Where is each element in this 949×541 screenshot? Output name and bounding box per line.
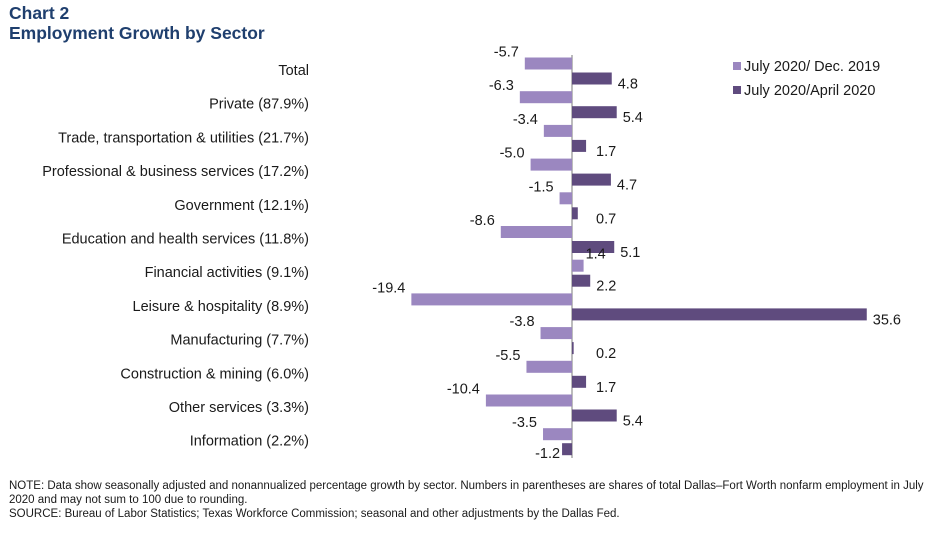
data-label-education-and-health-services-11-8-series-1: -8.6 [470,213,495,229]
category-label-government-12-1: Government (12.1%) [174,198,309,214]
data-label-construction-mining-6-0-series-2: 1.7 [596,380,616,396]
category-label-other-services-3-3: Other services (3.3%) [169,400,309,416]
legend-label-series-2: July 2020/April 2020 [744,83,875,99]
category-label-information-2-2: Information (2.2%) [190,434,309,450]
category-label-leisure-hospitality-8-9: Leisure & hospitality (8.9%) [133,299,310,315]
legend-swatch-series-2 [733,86,741,94]
bar-financial-activities-9-1-series-1 [572,259,584,272]
category-label-construction-mining-6-0: Construction & mining (6.0%) [120,366,309,382]
data-label-financial-activities-9-1-series-2: 2.2 [596,279,616,295]
chart-note: NOTE: Data show seasonally adjusted and … [9,480,924,506]
category-label-private-87-9: Private (87.9%) [209,97,309,113]
category-label-total: Total [278,63,309,79]
data-label-manufacturing-7-7-series-2: 0.2 [596,346,616,362]
bar-private-87-9-series-2 [572,106,617,119]
data-label-construction-mining-6-0-series-1: -5.5 [495,348,520,364]
bar-total-series-1 [524,57,572,70]
category-label-trade-transportation-utilities-21-7: Trade, transportation & utilities (21.7%… [58,130,309,146]
bar-other-services-3-3-series-2 [572,409,617,422]
bar-other-services-3-3-series-1 [485,394,572,407]
bar-private-87-9-series-1 [519,91,572,104]
data-label-financial-activities-9-1-series-1: 1.4 [586,247,606,263]
bar-information-2-2-series-1 [543,428,572,441]
category-label-manufacturing-7-7: Manufacturing (7.7%) [170,333,309,349]
legend-swatch-series-1 [733,62,741,70]
bar-education-and-health-services-11-8-series-2 [572,241,615,253]
legend-label-series-1: July 2020/ Dec. 2019 [744,59,880,75]
bar-trade-transportation-utilities-21-7-series-2 [572,139,587,152]
category-label-professional-business-services-17-2: Professional & business services (17.2%) [42,164,309,180]
bar-leisure-hospitality-8-9-series-2 [572,308,867,321]
data-label-trade-transportation-utilities-21-7-series-1: -3.4 [513,112,538,128]
bar-leisure-hospitality-8-9-series-1 [411,293,572,306]
data-label-private-87-9-series-2: 5.4 [623,110,643,126]
bar-government-12-1-series-1 [559,192,572,205]
data-label-total-series-1: -5.7 [494,45,519,61]
data-label-professional-business-services-17-2-series-1: -5.0 [500,146,525,162]
bar-professional-business-services-17-2-series-2 [572,173,611,186]
data-label-total-series-2: 4.8 [618,77,638,93]
bar-construction-mining-6-0-series-2 [572,375,587,388]
data-label-manufacturing-7-7-series-1: -3.8 [510,314,535,330]
chart-heading: Employment Growth by Sector [9,23,265,43]
bar-information-2-2-series-2 [562,443,572,456]
bar-financial-activities-9-1-series-2 [572,274,591,287]
bar-government-12-1-series-2 [572,207,578,220]
bar-manufacturing-7-7-series-2 [572,342,574,355]
data-label-private-87-9-series-1: -6.3 [489,78,514,94]
category-label-education-and-health-services-11-8: Education and health services (11.8%) [62,232,309,248]
bar-total-series-2 [572,72,612,85]
data-label-information-2-2-series-1: -3.5 [512,415,537,431]
bar-construction-mining-6-0-series-1 [526,360,572,373]
chart-number: Chart 2 [9,3,70,23]
data-label-government-12-1-series-2: 0.7 [596,211,616,227]
data-label-leisure-hospitality-8-9-series-1: -19.4 [372,280,405,296]
data-label-leisure-hospitality-8-9-series-2: 35.6 [873,312,901,328]
chart-source: SOURCE: Bureau of Labor Statistics; Texa… [9,508,620,520]
data-label-trade-transportation-utilities-21-7-series-2: 1.7 [596,144,616,160]
data-label-professional-business-services-17-2-series-2: 4.7 [617,178,637,194]
bar-professional-business-services-17-2-series-1 [530,158,572,171]
data-label-other-services-3-3-series-2: 5.4 [623,414,643,430]
bar-trade-transportation-utilities-21-7-series-1 [543,124,572,137]
bar-manufacturing-7-7-series-1 [540,327,572,340]
data-label-education-and-health-services-11-8-series-2: 5.1 [620,245,640,261]
category-label-financial-activities-9-1: Financial activities (9.1%) [145,265,309,281]
data-label-government-12-1-series-1: -1.5 [529,179,554,195]
data-label-information-2-2-series-2: -1.2 [535,446,560,462]
bar-education-and-health-services-11-8-series-1 [500,226,572,238]
chart-title: Chart 2 Employment Growth by Sector [9,3,265,43]
data-label-other-services-3-3-series-1: -10.4 [447,382,480,398]
employment-growth-bar-chart: Total -5.7 4.8 Private (87.9%) -6.3 5.4 Trade,… [42,45,901,463]
